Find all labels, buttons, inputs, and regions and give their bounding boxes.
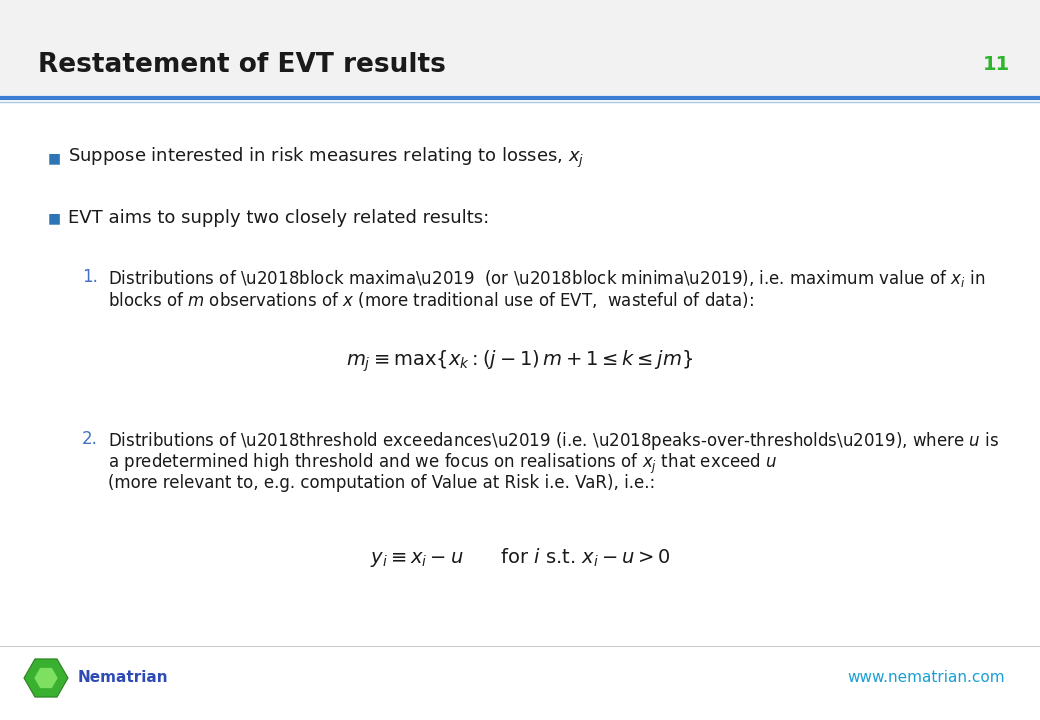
Text: Nematrian: Nematrian — [78, 670, 168, 685]
Text: ■: ■ — [48, 151, 61, 165]
Text: Restatement of EVT results: Restatement of EVT results — [38, 52, 446, 78]
Polygon shape — [34, 667, 58, 688]
Text: $m_j \equiv \max\left\{x_k : (j-1)\,m+1 \leq k \leq jm\right\}$: $m_j \equiv \max\left\{x_k : (j-1)\,m+1 … — [346, 348, 694, 374]
Text: www.nematrian.com: www.nematrian.com — [848, 670, 1005, 685]
Text: (more relevant to, e.g. computation of Value at Risk i.e. VaR), i.e.:: (more relevant to, e.g. computation of V… — [108, 474, 655, 492]
Text: Suppose interested in risk measures relating to losses, $x_j$: Suppose interested in risk measures rela… — [68, 146, 584, 170]
Text: a predetermined high threshold and we focus on realisations of $x_j$ that exceed: a predetermined high threshold and we fo… — [108, 452, 777, 476]
Text: Distributions of \u2018threshold exceedances\u2019 (i.e. \u2018peaks-over-thresh: Distributions of \u2018threshold exceeda… — [108, 430, 999, 452]
Text: blocks of $m$ observations of $x$ (more traditional use of EVT,  wasteful of dat: blocks of $m$ observations of $x$ (more … — [108, 290, 754, 310]
Bar — [0, 0, 1040, 98]
Polygon shape — [24, 659, 68, 697]
Text: 11: 11 — [983, 55, 1010, 74]
Text: 1.: 1. — [82, 268, 98, 286]
Text: EVT aims to supply two closely related results:: EVT aims to supply two closely related r… — [68, 209, 489, 227]
Text: Distributions of \u2018block maxima\u2019  (or \u2018block minima\u2019), i.e. m: Distributions of \u2018block maxima\u201… — [108, 268, 985, 289]
Text: ■: ■ — [48, 211, 61, 225]
Text: $y_i \equiv x_i - u \qquad \text{for } i \text{ s.t. } x_i - u > 0$: $y_i \equiv x_i - u \qquad \text{for } i… — [369, 546, 671, 569]
Text: 2.: 2. — [82, 430, 98, 448]
